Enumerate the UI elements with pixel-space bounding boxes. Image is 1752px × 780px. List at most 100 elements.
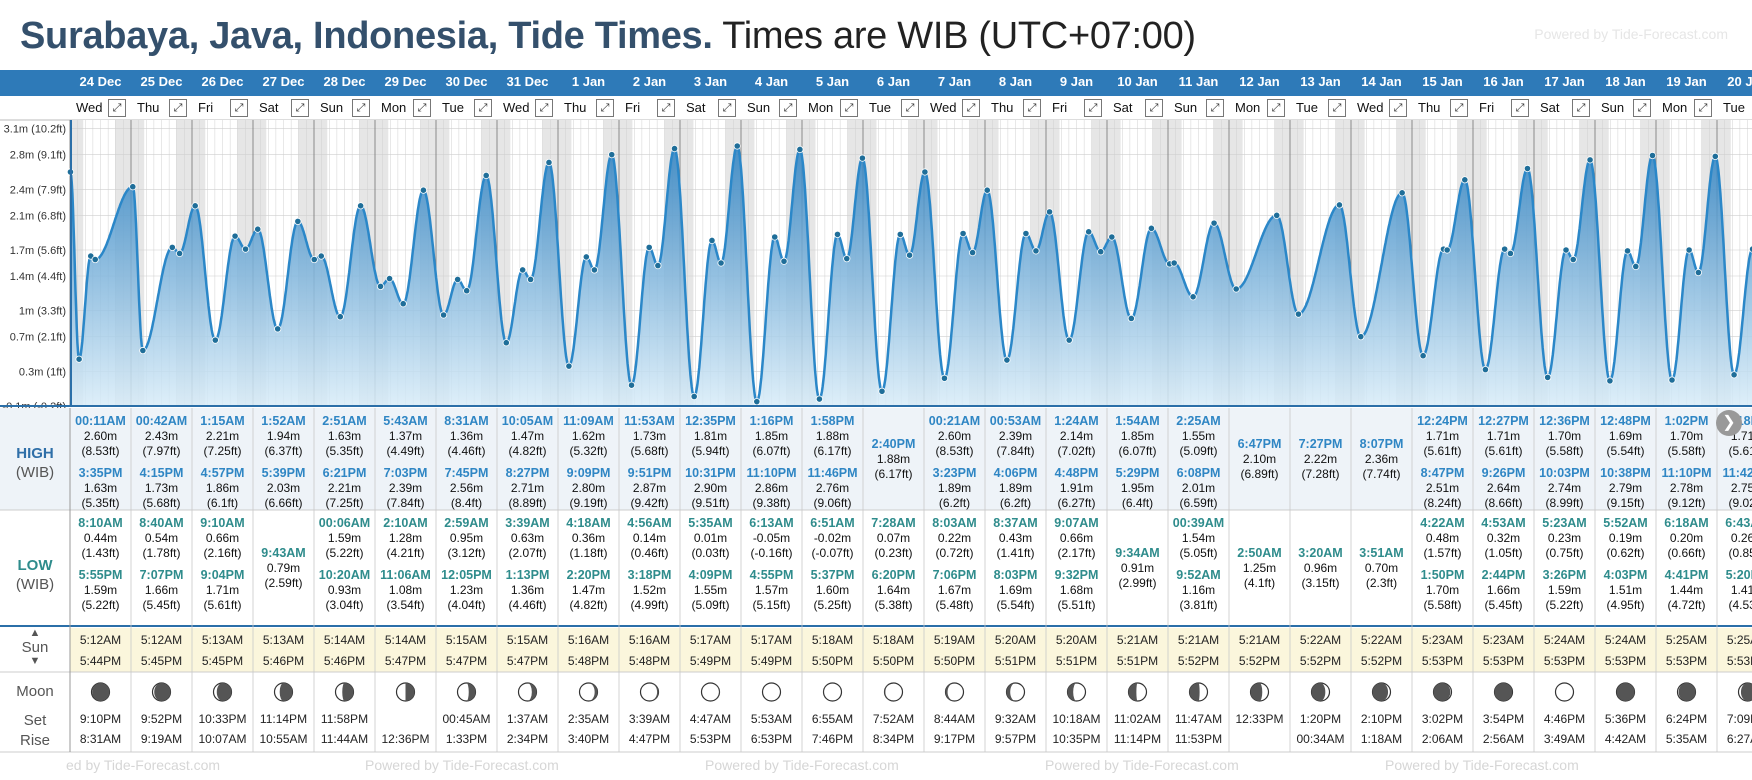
tide-height-m: 1.91m [1059, 481, 1094, 495]
expand-icon[interactable]: ⤢ [901, 99, 919, 117]
high-tide-entry: 10:03PM 2.74m (8.99ft) [1534, 466, 1595, 510]
tide-point [670, 145, 679, 153]
expand-icon[interactable]: ⤢ [1511, 99, 1529, 117]
date-label: 29 Dec [384, 74, 427, 89]
day-name: Wed [76, 100, 103, 115]
sunset-time: 5:46PM [262, 654, 305, 668]
low-tide-cell: 3:20AM 0.96m (3.15ft) [1290, 510, 1351, 626]
expand-icon[interactable]: ⤢ [352, 99, 370, 117]
expand-icon[interactable]: ⤢ [1389, 99, 1407, 117]
tide-point [1711, 152, 1719, 160]
tide-point [274, 325, 282, 333]
sunrise-time: 5:12AM [140, 633, 183, 647]
expand-icon[interactable]: ⤢ [1694, 99, 1712, 117]
tide-point [753, 398, 761, 406]
day-name: Thu [991, 100, 1014, 115]
expand-icon[interactable]: ⤢ [1084, 99, 1102, 117]
moonset-time: 6:55AM [811, 712, 854, 726]
tide-height-m: 2.21m [327, 481, 362, 495]
tide-time: 6:08PM [1176, 466, 1221, 480]
expand-icon[interactable]: ⤢ [1206, 99, 1224, 117]
tide-time: 2:50AM [1237, 545, 1282, 560]
high-tide-entry: 7:27PM 2.22m (7.28ft) [1290, 437, 1351, 482]
expand-icon[interactable]: ⤢ [657, 99, 675, 117]
expand-icon[interactable]: ⤢ [230, 99, 248, 117]
moonrise-time: 11:44AM [320, 732, 369, 746]
date-label: 5 Jan [815, 74, 850, 89]
tide-time: 7:07PM [139, 568, 184, 582]
low-tide-entry: 5:55PM 1.59m (5.22ft) [70, 568, 131, 613]
date-label: 26 Dec [201, 74, 244, 89]
expand-icon[interactable]: ⤢ [718, 99, 736, 117]
tide-height-ft: (5.61ft) [1423, 444, 1462, 458]
tide-time: 9:43AM [261, 545, 306, 560]
tide-time: 2:40PM [871, 436, 916, 451]
expand-icon[interactable]: ⤢ [779, 99, 797, 117]
date-header-bar [0, 70, 1752, 96]
expand-icon[interactable]: ⤢ [1572, 99, 1590, 117]
tide-time: 4:57PM [200, 466, 245, 480]
tide-point [1085, 228, 1093, 236]
low-tide-entry: 6:20PM 1.64m (5.38ft) [863, 568, 924, 613]
sunset-time: 5:52PM [1238, 654, 1281, 668]
high-row-bg [0, 408, 1752, 510]
footer-powered-by: Powered by Tide-Forecast.com [1385, 757, 1579, 773]
tide-height-ft: (5.45ft) [1484, 598, 1523, 612]
sunset-time: 5:52PM [1360, 654, 1403, 668]
expand-icon[interactable]: ⤢ [962, 99, 980, 117]
expand-icon[interactable]: ⤢ [535, 99, 553, 117]
low-tide-cell: 3:39AM 0.63m (2.07ft) 1:13PM 1.36m (4.46ft) [497, 510, 558, 626]
low-tide-entry: 1:50PM 1.70m (5.58ft) [1412, 568, 1473, 613]
day-label: Sat ⤢ [1534, 96, 1595, 120]
low-tide-entry: 10:20AM 0.93m (3.04ft) [314, 568, 375, 613]
tide-height-m: 2.86m [754, 481, 789, 495]
tide-height-m: 2.56m [449, 481, 484, 495]
day-name: Fri [1052, 100, 1068, 115]
tide-height-ft: (1.43ft) [81, 546, 120, 560]
moonrise-time: 10:55AM [259, 732, 308, 746]
day-name: Sun [320, 100, 344, 115]
expand-icon[interactable]: ⤢ [108, 99, 126, 117]
low-tide-cell: 8:03AM 0.22m (0.72ft) 7:06PM 1.67m (5.48ft) [924, 510, 985, 626]
tide-height-ft: (9.19ft) [569, 496, 608, 510]
expand-icon[interactable]: ⤢ [1633, 99, 1651, 117]
expand-icon[interactable]: ⤢ [1328, 99, 1346, 117]
tide-height-ft: (5.32ft) [569, 444, 608, 458]
tide-time: 5:55PM [78, 568, 123, 582]
low-tide-cell: 6:51AM -0.02m (-0.07ft) 5:37PM 1.60m (5.25ft) [802, 510, 863, 626]
high-tide-entry: 2:25AM 1.55m (5.09ft) [1168, 414, 1229, 459]
moon-phase-icon [883, 682, 904, 702]
sunrise-time: 5:25AM [1665, 633, 1708, 647]
sunrise-time: 5:21AM [1177, 633, 1220, 647]
expand-icon[interactable]: ⤢ [840, 99, 858, 117]
expand-icon[interactable]: ⤢ [291, 99, 309, 117]
low-tide-entry: 7:28AM 0.07m (0.23ft) [863, 516, 924, 561]
expand-icon[interactable]: ⤢ [1267, 99, 1285, 117]
tide-height-ft: (5.09ft) [1179, 444, 1218, 458]
moonrise-time: 7:46PM [811, 732, 854, 746]
tide-time: 00:42AM [135, 414, 188, 428]
expand-icon[interactable]: ⤢ [474, 99, 492, 117]
next-arrow-button[interactable]: ❯ [1716, 410, 1742, 436]
expand-icon[interactable]: ⤢ [413, 99, 431, 117]
expand-icon[interactable]: ⤢ [1145, 99, 1163, 117]
expand-icon[interactable]: ⤢ [169, 99, 187, 117]
tide-point [1481, 365, 1490, 374]
tide-height-m: 1.57m [754, 583, 789, 597]
low-tide-entry: 00:39AM 1.54m (5.05ft) [1168, 516, 1229, 561]
date-label: 16 Jan [1483, 74, 1524, 89]
expand-icon[interactable]: ⤢ [596, 99, 614, 117]
day-label: Tue ⤢ [863, 96, 924, 120]
tide-point [376, 282, 385, 290]
moon-phase-icon [456, 682, 477, 702]
expand-icon[interactable]: ⤢ [1023, 99, 1041, 117]
low-tide-cell: 4:56AM 0.14m (0.46ft) 3:18PM 1.52m (4.99ft) [619, 510, 680, 626]
day-label: Sun ⤢ [741, 96, 802, 120]
high-tide-entry: 9:09PM 2.80m (9.19ft) [558, 466, 619, 510]
high-tide-entry: 1:16PM 1.85m (6.07ft) [741, 414, 802, 459]
moonset-time: 9:32AM [994, 712, 1037, 726]
tide-point [1398, 189, 1406, 197]
tide-height-ft: (5.58ft) [1545, 444, 1584, 458]
tide-height-ft: (6.07ft) [1118, 444, 1157, 458]
expand-icon[interactable]: ⤢ [1450, 99, 1468, 117]
